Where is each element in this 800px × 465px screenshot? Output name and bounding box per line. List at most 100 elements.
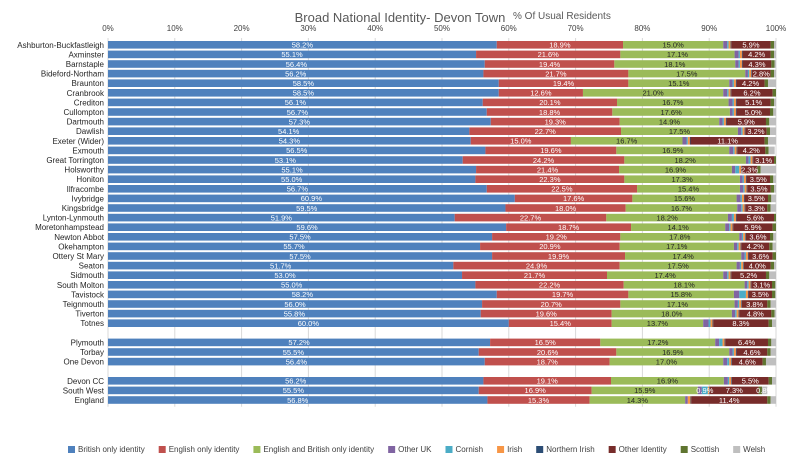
bar-segment-other-identity <box>739 309 772 318</box>
bar-segment-northern-irish <box>730 89 732 97</box>
bar-segment-other-identity <box>709 386 759 395</box>
data-label: 56.2% <box>285 377 307 386</box>
bar-segment-northern-irish <box>712 319 714 327</box>
bar-segment-other-uk <box>728 98 733 107</box>
bar-segment-irish <box>722 338 725 347</box>
bar-segment-northern-irish <box>735 348 737 356</box>
bar-segment-other-identity <box>731 89 773 97</box>
bar-segment-other-uk <box>745 156 749 164</box>
data-label: 19.2% <box>546 233 568 242</box>
bar-segment-other-identity <box>736 213 774 222</box>
data-label: 22.7% <box>520 213 542 222</box>
data-label: 4.6% <box>739 357 756 366</box>
bar-segment-other-identity <box>731 41 771 49</box>
data-label: 16.7% <box>671 204 693 213</box>
bar-segment-northern-irish <box>725 117 727 126</box>
bar-segment-welsh <box>770 396 776 404</box>
data-label: 15.0% <box>510 137 532 146</box>
data-label: 20.1% <box>539 98 561 107</box>
bar-segment-english-and-british-only-identity <box>619 261 737 270</box>
bar-segment-other-identity <box>731 271 766 279</box>
data-label: 3.3% <box>748 204 765 213</box>
x-tick-label: 70% <box>568 24 584 33</box>
bar-segment-other-uk <box>739 233 742 241</box>
bar-segment-other-uk <box>715 338 720 347</box>
bar-segment-english-only-identity <box>462 156 625 164</box>
category-label: Cranbrook <box>67 89 105 98</box>
bar-segment-other-identity <box>742 50 771 59</box>
bar-segment-scottish <box>766 127 770 135</box>
data-label: 15.4% <box>678 185 700 194</box>
bar-segment-cornish <box>741 204 743 212</box>
bar-segment-irish <box>738 242 741 251</box>
data-label: 55.7% <box>283 242 305 251</box>
data-label: 15.8% <box>671 290 693 299</box>
legend-swatch-cornish <box>445 446 453 453</box>
category-label: South West <box>63 386 105 395</box>
data-label: 24.9% <box>526 261 548 270</box>
bar-segment-cornish <box>732 79 734 87</box>
bar-segment-english-and-british-only-identity <box>631 223 726 231</box>
data-label: 20.7% <box>541 300 563 309</box>
bar-segment-welsh <box>775 281 776 289</box>
bar-segment-scottish <box>769 242 773 251</box>
data-label: 53.1% <box>275 156 297 165</box>
bar-segment-irish <box>739 60 742 68</box>
bar-segment-irish <box>750 156 753 164</box>
bar-segment-british-only-identity <box>108 271 463 279</box>
legend-swatch-english-only-identity <box>158 446 166 453</box>
data-label: 55.0% <box>281 175 303 184</box>
bar-segment-english-only-identity <box>484 357 610 366</box>
data-label: 22.2% <box>539 281 561 290</box>
bar-segment-cornish <box>741 233 744 241</box>
bar-segment-cornish <box>742 175 744 183</box>
bar-segment-irish <box>742 204 745 212</box>
data-label: 4.0% <box>749 261 766 270</box>
category-label: Torbay <box>80 348 104 357</box>
bar-segment-scottish <box>770 98 774 107</box>
legend-swatch-british-only-identity <box>68 446 75 453</box>
data-label: 4.2% <box>748 50 765 59</box>
bar-segment-english-and-british-only-identity <box>611 319 704 327</box>
x-tick-label: 50% <box>434 24 450 33</box>
bar-segment-cornish <box>732 348 734 356</box>
data-label: 58.2% <box>292 290 314 299</box>
bar-segment-irish <box>748 281 751 289</box>
bar-segment-irish <box>736 309 739 318</box>
bar-segment-northern-irish <box>735 213 737 222</box>
bar-segment-northern-irish <box>746 185 748 193</box>
data-label: 15.9% <box>634 386 656 395</box>
bar-segment-scottish <box>757 165 761 174</box>
category-label: Dartmouth <box>67 118 104 127</box>
bar-segment-cornish <box>727 377 730 385</box>
data-label: 6.2% <box>743 89 760 98</box>
bar-segment-irish <box>733 108 736 116</box>
bar-segment-british-only-identity <box>108 204 506 212</box>
data-label: 19.3% <box>545 117 567 126</box>
bar-segment-british-only-identity <box>108 233 493 241</box>
bar-segment-cornish <box>740 194 742 203</box>
category-label: Teignmouth <box>63 300 104 309</box>
data-label: 18.1% <box>674 281 696 290</box>
data-label: 11.1% <box>717 137 738 146</box>
x-tick-label: 30% <box>300 24 316 33</box>
data-label: 55.1% <box>281 165 303 174</box>
bar-segment-english-only-identity <box>482 98 618 107</box>
data-label: 17.4% <box>654 271 676 280</box>
bar-segment-english-only-identity <box>475 281 624 289</box>
data-label: 2.8% <box>753 69 770 78</box>
bar-segment-english-and-british-only-identity <box>620 300 735 308</box>
x-tick-label: 90% <box>701 24 717 33</box>
data-label: 18.0% <box>555 204 577 213</box>
bar-segment-welsh <box>771 194 776 203</box>
bar-segment-english-and-british-only-identity <box>606 271 724 279</box>
bar-segment-scottish <box>768 377 772 385</box>
bar-segment-northern-irish <box>732 223 734 231</box>
category-labels: Ashburton-BuckfastleighAxminsterBarnstap… <box>17 41 105 405</box>
bar-segment-english-only-identity <box>486 185 638 193</box>
bar-segment-welsh <box>774 60 776 68</box>
bar-segment-northern-irish <box>735 108 737 116</box>
bar-segment-british-only-identity <box>108 300 483 308</box>
bar-segment-cornish <box>738 60 740 68</box>
data-label: 17.4% <box>673 252 695 261</box>
